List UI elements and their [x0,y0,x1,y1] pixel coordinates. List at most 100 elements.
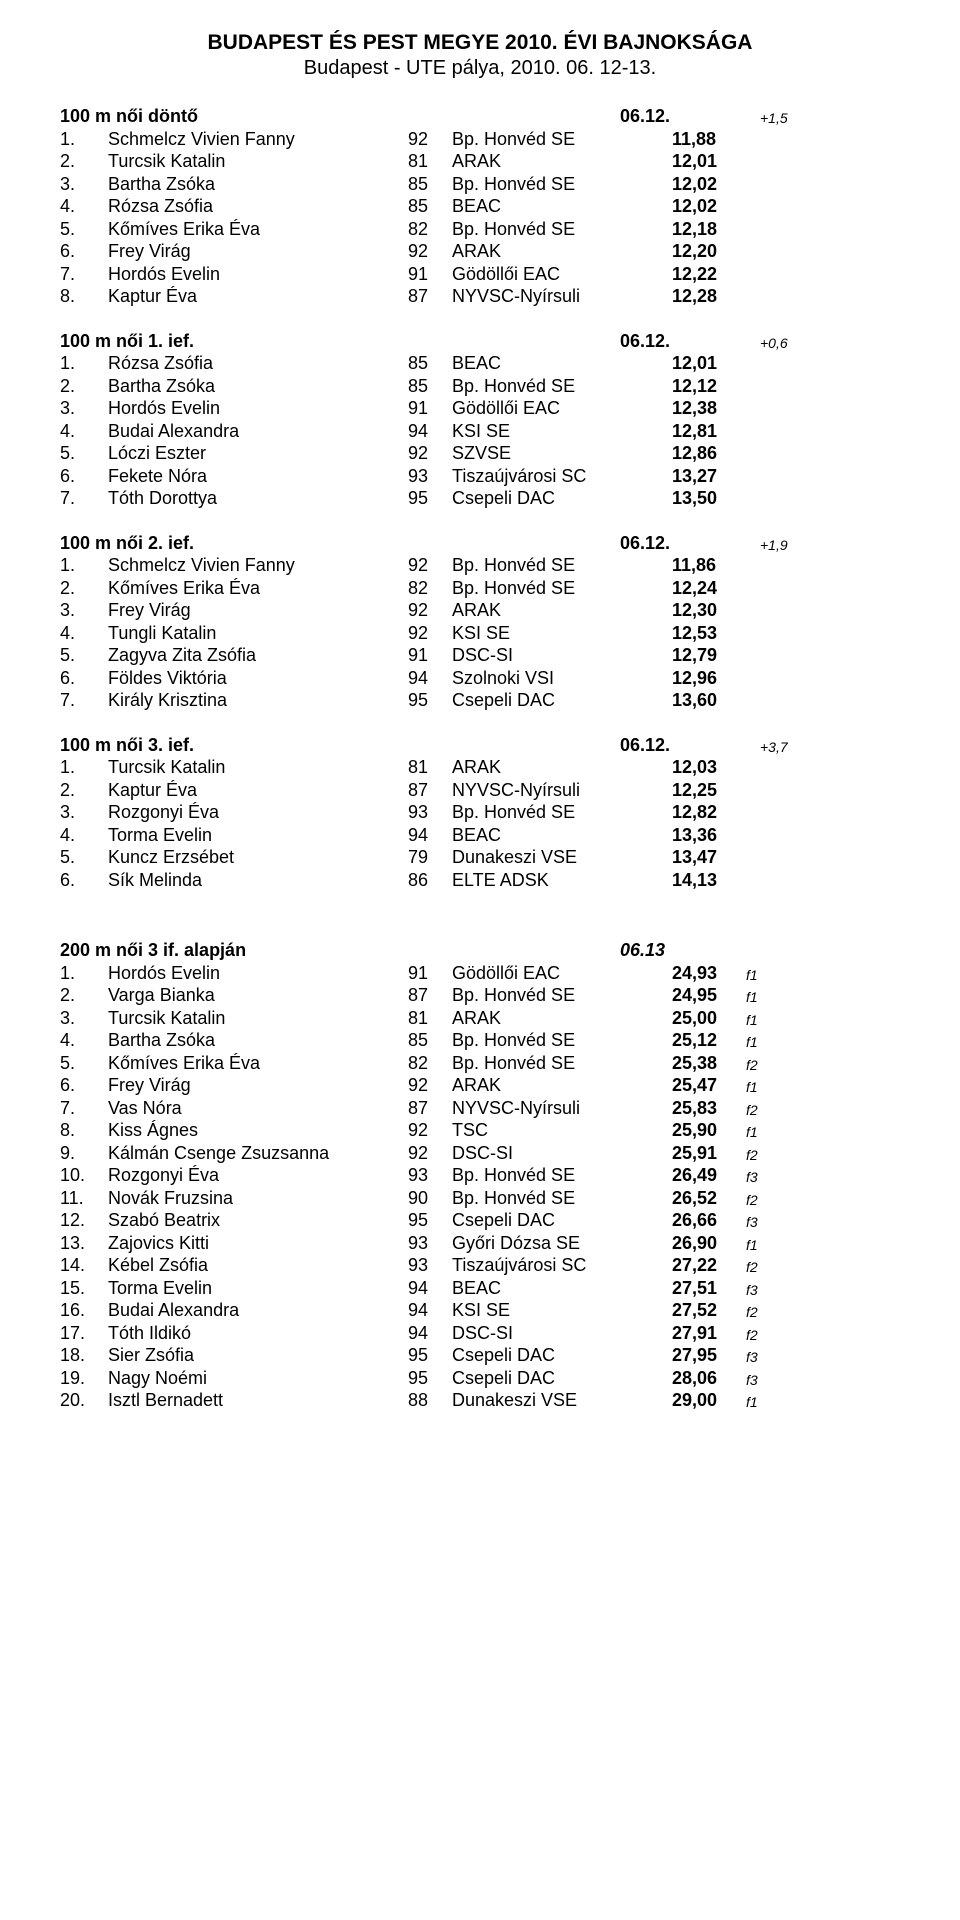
name-cell: Hordós Evelin [108,397,408,420]
result-row: 5.Kőmíves Erika Éva82Bp. Honvéd SE25,38f… [60,1052,900,1075]
time-cell: 13,50 [672,487,746,510]
result-row: 5.Kuncz Erzsébet79Dunakeszi VSE13,47 [60,846,900,869]
year-cell: 85 [408,352,452,375]
result-row: 2.Varga Bianka87Bp. Honvéd SE24,95f1 [60,984,900,1007]
year-cell: 82 [408,577,452,600]
club-cell: Bp. Honvéd SE [452,1187,672,1210]
name-cell: Tungli Katalin [108,622,408,645]
year-cell: 91 [408,644,452,667]
club-cell: ELTE ADSK [452,869,672,892]
club-cell: Csepeli DAC [452,1367,672,1390]
result-row: 17.Tóth Ildikó94DSC-SI27,91f2 [60,1322,900,1345]
result-row: 7.Hordós Evelin91Gödöllői EAC12,22 [60,263,900,286]
rank-cell: 10. [60,1164,108,1187]
year-cell: 93 [408,1164,452,1187]
rank-cell: 8. [60,1119,108,1142]
section-header: 200 m női 3 if. alapján06.13 [60,939,900,962]
rank-cell: 7. [60,263,108,286]
club-cell: Csepeli DAC [452,487,672,510]
result-row: 1.Schmelcz Vivien Fanny92Bp. Honvéd SE11… [60,128,900,151]
name-cell: Kőmíves Erika Éva [108,218,408,241]
year-cell: 82 [408,218,452,241]
year-cell: 87 [408,285,452,308]
result-row: 3.Rozgonyi Éva93Bp. Honvéd SE12,82 [60,801,900,824]
club-cell: ARAK [452,150,672,173]
name-cell: Turcsik Katalin [108,756,408,779]
club-cell: BEAC [452,195,672,218]
sections-container: 100 m női döntő06.12.+1,51.Schmelcz Vivi… [60,105,900,1412]
result-row: 19.Nagy Noémi95Csepeli DAC28,06f3 [60,1367,900,1390]
club-cell: Csepeli DAC [452,1209,672,1232]
name-cell: Torma Evelin [108,1277,408,1300]
flag-cell: f3 [746,1214,796,1232]
rank-cell: 3. [60,397,108,420]
year-cell: 92 [408,128,452,151]
year-cell: 79 [408,846,452,869]
rank-cell: 7. [60,689,108,712]
time-cell: 27,95 [672,1344,746,1367]
rank-cell: 17. [60,1322,108,1345]
year-cell: 86 [408,869,452,892]
year-cell: 88 [408,1389,452,1412]
time-cell: 12,02 [672,173,746,196]
result-row: 3.Hordós Evelin91Gödöllői EAC12,38 [60,397,900,420]
flag-cell: f3 [746,1282,796,1300]
time-cell: 12,28 [672,285,746,308]
name-cell: Bartha Zsóka [108,375,408,398]
time-cell: 12,02 [672,195,746,218]
result-row: 1.Hordós Evelin91Gödöllői EAC24,93f1 [60,962,900,985]
year-cell: 91 [408,397,452,420]
name-cell: Budai Alexandra [108,1299,408,1322]
flag-cell: f3 [746,1349,796,1367]
name-cell: Turcsik Katalin [108,150,408,173]
time-cell: 12,20 [672,240,746,263]
rank-cell: 2. [60,984,108,1007]
name-cell: Király Krisztina [108,689,408,712]
club-cell: NYVSC-Nyírsuli [452,285,672,308]
club-cell: Bp. Honvéd SE [452,128,672,151]
year-cell: 94 [408,1322,452,1345]
name-cell: Szabó Beatrix [108,1209,408,1232]
year-cell: 87 [408,1097,452,1120]
rank-cell: 19. [60,1367,108,1390]
year-cell: 81 [408,1007,452,1030]
club-cell: KSI SE [452,420,672,443]
name-cell: Kiss Ágnes [108,1119,408,1142]
name-cell: Novák Fruzsina [108,1187,408,1210]
result-row: 3.Bartha Zsóka85Bp. Honvéd SE12,02 [60,173,900,196]
rank-cell: 16. [60,1299,108,1322]
club-cell: BEAC [452,352,672,375]
flag-cell: f1 [746,967,796,985]
name-cell: Frey Virág [108,240,408,263]
rank-cell: 6. [60,1074,108,1097]
name-cell: Zagyva Zita Zsófia [108,644,408,667]
club-cell: KSI SE [452,1299,672,1322]
name-cell: Rózsa Zsófia [108,352,408,375]
result-row: 11.Novák Fruzsina90Bp. Honvéd SE26,52f2 [60,1187,900,1210]
club-cell: Szolnoki VSI [452,667,672,690]
year-cell: 90 [408,1187,452,1210]
year-cell: 95 [408,1209,452,1232]
year-cell: 92 [408,554,452,577]
club-cell: TSC [452,1119,672,1142]
result-row: 1.Rózsa Zsófia85BEAC12,01 [60,352,900,375]
name-cell: Kaptur Éva [108,285,408,308]
name-cell: Zajovics Kitti [108,1232,408,1255]
club-cell: ARAK [452,240,672,263]
year-cell: 95 [408,1344,452,1367]
results-section: 100 m női 1. ief.06.12.+0,61.Rózsa Zsófi… [60,330,900,510]
time-cell: 13,27 [672,465,746,488]
result-row: 2.Bartha Zsóka85Bp. Honvéd SE12,12 [60,375,900,398]
time-cell: 12,30 [672,599,746,622]
time-cell: 11,88 [672,128,746,151]
name-cell: Kőmíves Erika Éva [108,1052,408,1075]
year-cell: 92 [408,1074,452,1097]
club-cell: Tiszaújvárosi SC [452,1254,672,1277]
rank-cell: 4. [60,195,108,218]
club-cell: SZVSE [452,442,672,465]
rank-cell: 2. [60,150,108,173]
name-cell: Kőmíves Erika Éva [108,577,408,600]
result-row: 16.Budai Alexandra94KSI SE27,52f2 [60,1299,900,1322]
club-cell: NYVSC-Nyírsuli [452,779,672,802]
name-cell: Bartha Zsóka [108,1029,408,1052]
